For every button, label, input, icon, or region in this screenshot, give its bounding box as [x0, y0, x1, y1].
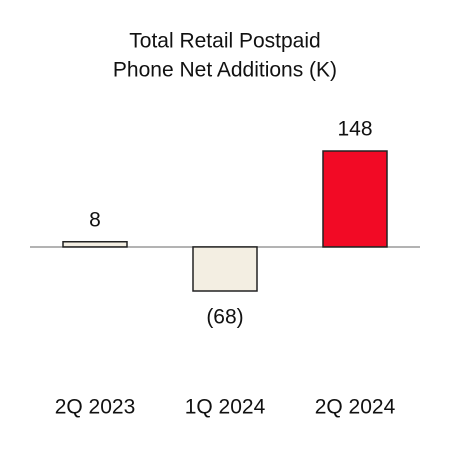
- value-label: (68): [206, 306, 243, 329]
- chart-title: Total Retail Postpaid: [129, 30, 320, 53]
- x-tick-label: 2Q 2023: [55, 396, 136, 419]
- value-label: 8: [89, 208, 101, 231]
- chart-title: Phone Net Additions (K): [113, 59, 337, 82]
- bar: [192, 246, 258, 292]
- value-label: 148: [337, 118, 372, 141]
- bar: [322, 150, 388, 248]
- x-tick-label: 2Q 2024: [315, 396, 396, 419]
- bar: [62, 240, 128, 248]
- x-tick-label: 1Q 2024: [185, 396, 266, 419]
